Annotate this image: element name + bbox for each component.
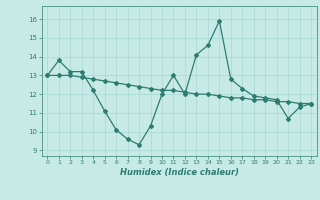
X-axis label: Humidex (Indice chaleur): Humidex (Indice chaleur) xyxy=(120,168,239,177)
